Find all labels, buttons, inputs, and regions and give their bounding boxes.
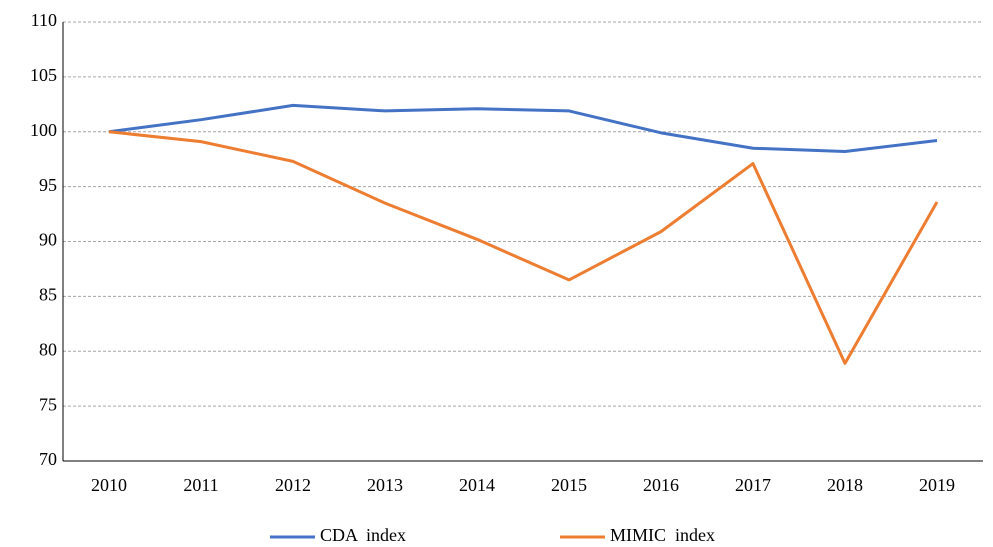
y-tick-label: 85 <box>39 285 57 305</box>
x-tick-label: 2013 <box>367 475 403 495</box>
y-tick-label: 70 <box>39 449 57 469</box>
x-tick-label: 2016 <box>643 475 679 495</box>
y-tick-label: 110 <box>31 10 57 30</box>
series-line <box>108 130 939 365</box>
x-tick-label: 2010 <box>91 475 127 495</box>
x-tick-label: 2019 <box>919 475 955 495</box>
y-tick-label: 90 <box>39 230 57 250</box>
y-tick-label: 100 <box>30 120 57 140</box>
y-tick-label: 95 <box>39 175 57 195</box>
legend-label: CDA index <box>320 525 406 545</box>
x-tick-label: 2018 <box>827 475 863 495</box>
x-tick-label: 2015 <box>551 475 587 495</box>
x-tick-label: 2011 <box>183 475 218 495</box>
x-tick-label: 2017 <box>735 475 771 495</box>
y-tick-label: 80 <box>39 339 57 359</box>
legend-label: MIMIC index <box>610 525 715 545</box>
y-tick-label: 105 <box>30 65 57 85</box>
x-tick-label: 2014 <box>459 475 495 495</box>
x-tick-label: 2012 <box>275 475 311 495</box>
y-tick-label: 75 <box>39 394 57 414</box>
series-line <box>108 103 938 154</box>
